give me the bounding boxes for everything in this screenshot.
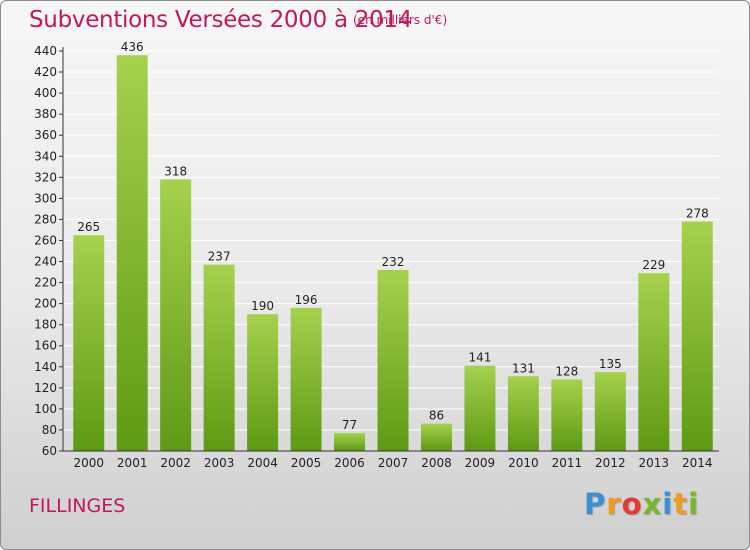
y-tick-label: 200 [34,297,57,311]
y-tick-label: 320 [34,170,57,184]
chart-subtitle: (en milliers d'€) [353,13,448,27]
bar-value-label: 86 [429,409,444,423]
y-tick-label: 280 [34,212,57,226]
y-tick-label: 180 [34,318,57,332]
bar-2014 [681,221,713,451]
x-tick-label: 2010 [508,456,539,470]
x-tick-label: 2012 [595,456,626,470]
bar-2006 [334,433,366,451]
logo-letter: x [642,487,663,521]
bar-2001 [116,55,148,452]
axes [62,47,719,452]
bar-value-label: 237 [208,250,231,264]
bar-value-label: 436 [121,40,144,54]
bar-2012 [594,372,626,451]
proxiti-logo: Proxiti [584,487,699,521]
x-tick-label: 2002 [160,456,191,470]
x-tick-label: 2000 [73,456,104,470]
y-tick-label: 140 [34,360,57,374]
x-axis-labels: 2000 2001 2002 2003 2004 2005 2006 2007 2008 2009… [73,456,712,470]
logo-letter: r [606,487,622,521]
y-tick-label: 300 [34,191,57,205]
bar-2010 [507,376,539,451]
logo-letter: t [673,487,689,521]
x-tick-label: 2004 [247,456,278,470]
bar-2008 [420,423,452,451]
bar-2011 [551,379,583,451]
logo-letter: i [688,487,700,521]
x-tick-label: 2003 [204,456,235,470]
bar-value-label: 232 [382,255,405,269]
y-tick-label: 260 [34,233,57,247]
bar-value-label: 128 [555,364,578,378]
y-tick-label: 420 [34,65,57,79]
bar-value-label: 141 [468,351,491,365]
bar-2009 [464,365,496,451]
bar-value-labels: 265 436 318 237 190 196 77 232 86 141 131 128 135 229… [77,40,708,432]
y-tick-label: 240 [34,255,57,269]
x-tick-label: 2013 [639,456,670,470]
y-tick-label: 120 [34,381,57,395]
y-tick-label: 440 [34,44,57,58]
bar-value-label: 135 [599,357,622,371]
bar-value-label: 190 [251,299,274,313]
y-tick-label: 60 [42,444,57,458]
bar-2003 [203,264,235,451]
bars [73,55,713,452]
y-tick-label: 400 [34,86,57,100]
y-tick-label: 100 [34,402,57,416]
y-tick-label: 160 [34,339,57,353]
bar-value-label: 77 [342,418,357,432]
bar-value-label: 229 [642,258,665,272]
bar-value-label: 196 [295,293,318,307]
bar-value-label: 318 [164,164,187,178]
chart-title: Subventions Versées 2000 à 2014 [29,7,413,33]
x-tick-label: 2008 [421,456,452,470]
logo-letter: i [662,487,674,521]
x-tick-label: 2001 [117,456,148,470]
bar-2000 [73,235,105,451]
bar-2005 [290,307,322,451]
bar-2007 [377,269,409,451]
x-tick-label: 2011 [552,456,583,470]
place-label: FILLINGES [29,495,126,517]
bar-2002 [160,179,192,451]
y-tick-label: 380 [34,107,57,121]
y-axis-ticks: 60 80 100 120 140 160 180 200 220 240 260 280 300 320… [34,44,63,458]
y-tick-label: 80 [42,423,57,437]
x-tick-label: 2005 [291,456,322,470]
bar-value-label: 131 [512,361,535,375]
x-tick-label: 2007 [378,456,409,470]
x-tick-label: 2014 [682,456,713,470]
y-tick-label: 220 [34,276,57,290]
logo-letter: P [584,487,607,521]
bar-2013 [638,273,670,451]
x-tick-label: 2006 [334,456,365,470]
bar-value-label: 278 [686,207,709,221]
bar-2004 [247,314,279,451]
x-tick-label: 2009 [465,456,496,470]
logo-letter: o [621,487,643,521]
y-tick-label: 360 [34,128,57,142]
bar-value-label: 265 [77,220,100,234]
y-tick-label: 340 [34,149,57,163]
